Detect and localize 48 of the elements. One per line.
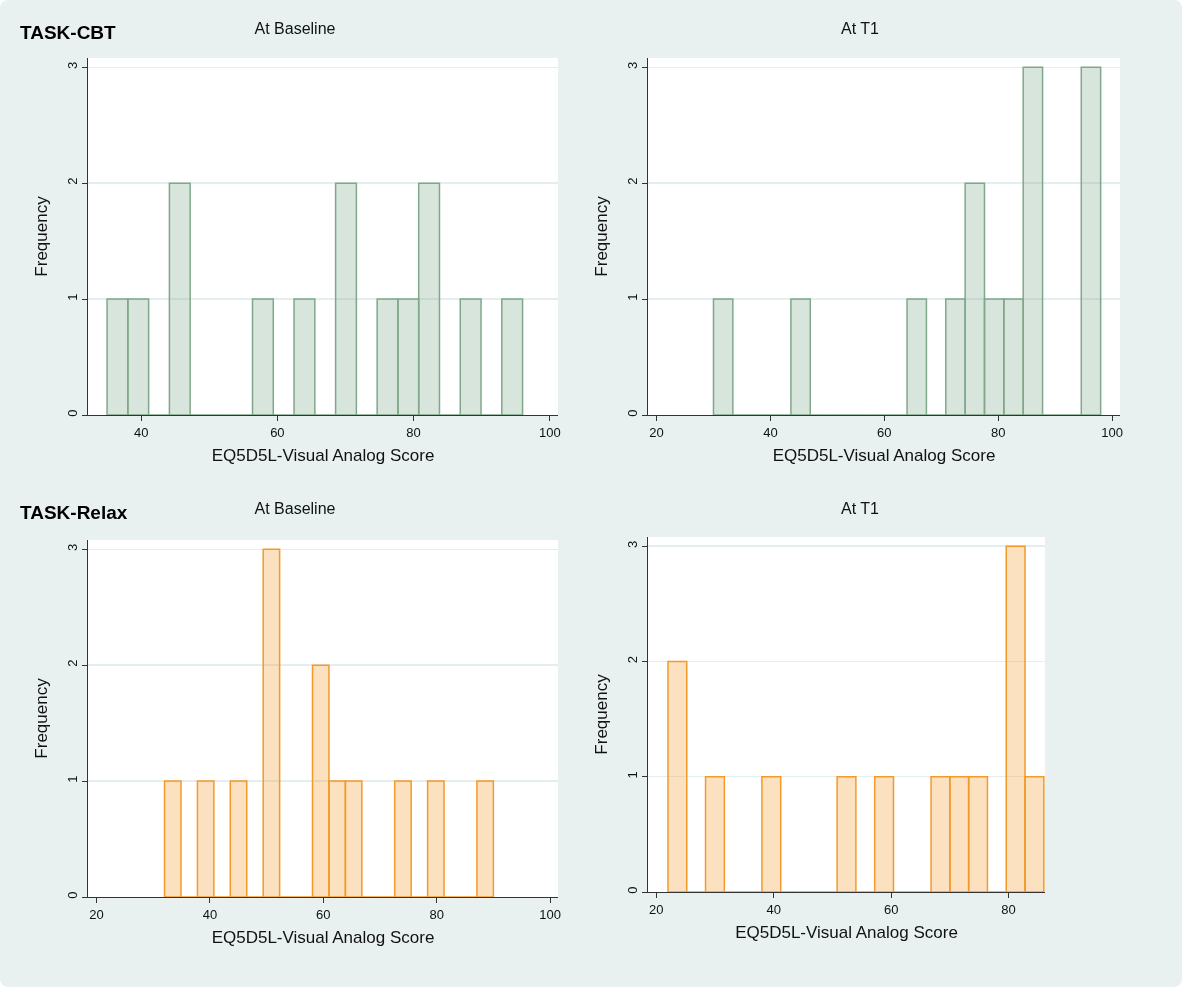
x-axis-title: EQ5D5L-Visual Analog Score (772, 446, 996, 465)
x-axis-title: EQ5D5L-Visual Analog Score (735, 923, 958, 942)
y-tick-label: 0 (624, 409, 640, 417)
y-axis-title: Frequency (32, 677, 52, 759)
y-tick-label: 1 (624, 293, 640, 301)
y-tick-label: 3 (624, 61, 640, 69)
x-tick-label: 40 (766, 901, 781, 917)
x-tick-label: 40 (133, 424, 149, 440)
x-tick-label: 60 (883, 901, 899, 917)
y-axis-title: Frequency (592, 195, 612, 277)
y-tick-label: 3 (64, 543, 80, 551)
y-tick-label: 2 (64, 177, 80, 185)
x-tick-label: 80 (406, 424, 421, 440)
text: TASK-Relax (20, 502, 128, 523)
x-tick-label: 40 (763, 424, 778, 440)
y-tick-label: 1 (624, 771, 640, 779)
x-tick-label: 20 (649, 424, 664, 440)
x-tick-label: 100 (1101, 424, 1123, 440)
x-tick-label: 100 (538, 424, 561, 440)
chart-title: At T1 (841, 20, 880, 38)
x-tick-label: 20 (89, 906, 104, 922)
y-axis-title: Frequency (32, 195, 52, 277)
y-tick-label: 2 (624, 177, 640, 185)
text: TASK-CBT (20, 22, 117, 43)
y-axis-title: Frequency (592, 673, 612, 755)
y-tick-label: 3 (64, 61, 80, 69)
x-tick-label: 80 (1001, 901, 1016, 917)
x-tick-label: 40 (202, 906, 218, 922)
chart-title: At Baseline (254, 500, 336, 518)
y-tick-label: 1 (64, 293, 80, 301)
x-tick-label: 60 (316, 906, 331, 922)
chart-title: At T1 (841, 500, 880, 518)
y-tick-label: 3 (624, 540, 640, 548)
x-tick-label: 60 (877, 424, 892, 440)
x-tick-label: 60 (270, 424, 285, 440)
x-tick-label: 80 (990, 424, 1006, 440)
y-tick-label: 1 (64, 775, 80, 783)
y-tick-label: 0 (64, 891, 80, 899)
x-tick-label: 100 (539, 906, 561, 922)
chart-title: At Baseline (254, 20, 336, 38)
x-tick-label: 20 (648, 901, 664, 917)
x-axis-title: EQ5D5L-Visual Analog Score (211, 928, 435, 947)
y-tick-label: 0 (64, 409, 80, 417)
y-tick-label: 0 (624, 886, 640, 894)
y-tick-label: 2 (624, 655, 640, 664)
y-tick-label: 2 (64, 659, 80, 667)
x-tick-label: 80 (429, 906, 444, 922)
x-axis-title: EQ5D5L-Visual Analog Score (211, 446, 435, 465)
